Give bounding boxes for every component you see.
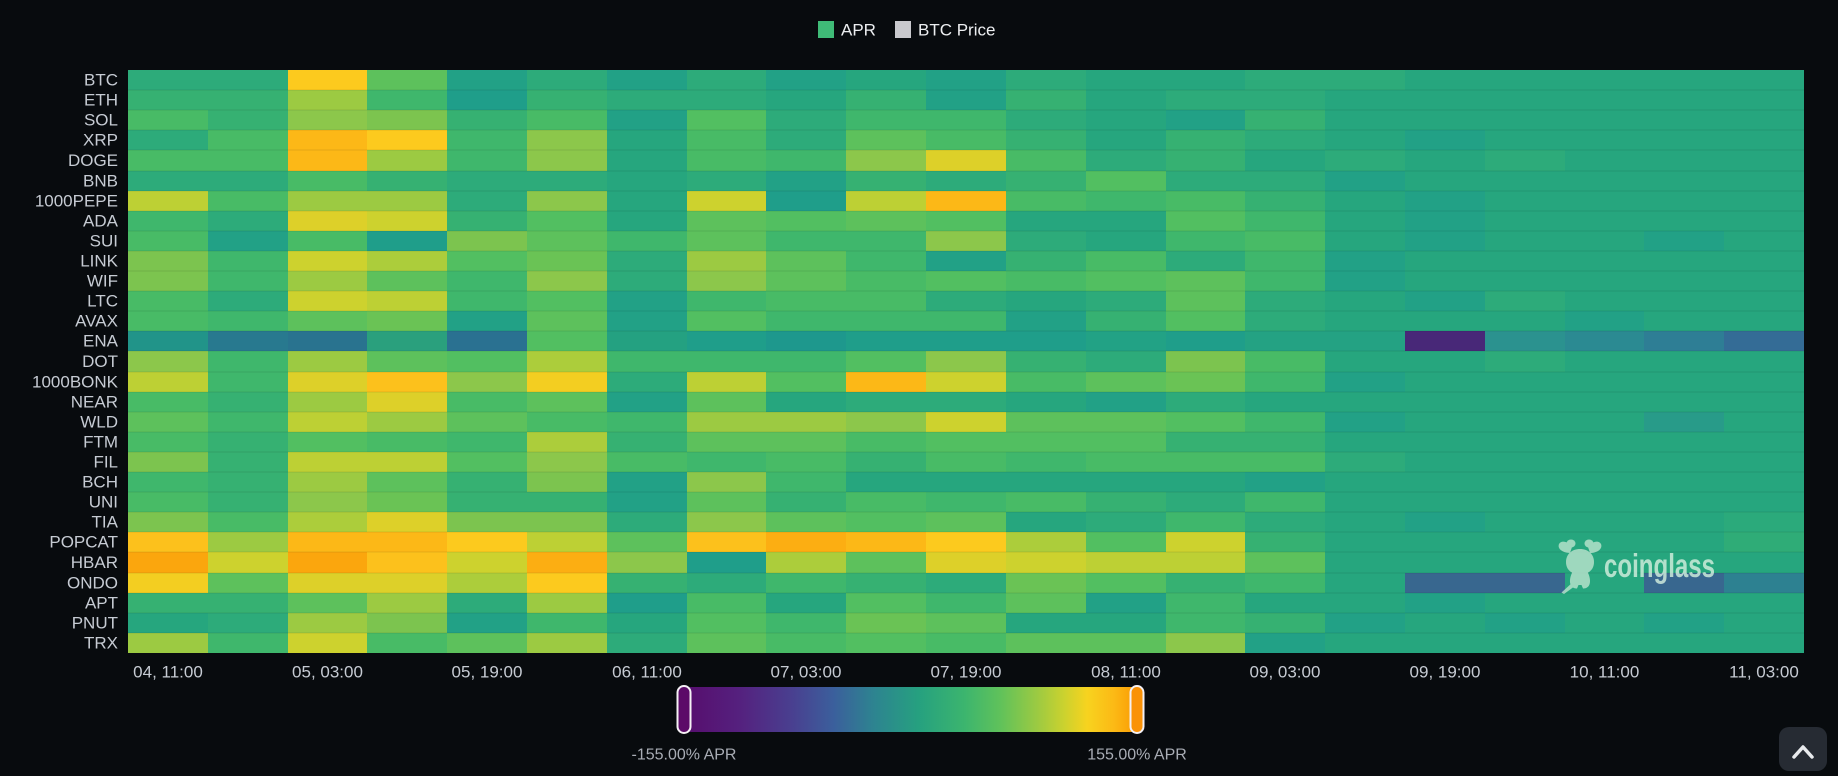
svg-text:-155.00% APR: -155.00% APR	[632, 747, 737, 764]
svg-text:coinglass: coinglass	[1604, 548, 1715, 585]
svg-text:ENA: ENA	[83, 332, 119, 351]
svg-text:WIF: WIF	[87, 272, 118, 291]
svg-text:08, 11:00: 08, 11:00	[1091, 663, 1161, 682]
svg-text:AVAX: AVAX	[75, 312, 118, 331]
svg-text:UNI: UNI	[89, 493, 118, 512]
svg-text:ONDO: ONDO	[67, 574, 118, 593]
svg-text:DOGE: DOGE	[68, 151, 118, 170]
svg-text:LTC: LTC	[87, 292, 118, 311]
svg-text:05, 19:00: 05, 19:00	[452, 663, 523, 682]
svg-text:XRP: XRP	[83, 131, 118, 150]
svg-text:FIL: FIL	[93, 453, 118, 472]
svg-text:BCH: BCH	[82, 473, 118, 492]
svg-text:FTM: FTM	[83, 433, 118, 452]
svg-text:07, 03:00: 07, 03:00	[771, 663, 842, 682]
svg-text:TRX: TRX	[84, 634, 118, 653]
svg-text:ETH: ETH	[84, 91, 118, 110]
svg-text:05, 03:00: 05, 03:00	[292, 663, 363, 682]
svg-text:APR: APR	[841, 21, 876, 40]
svg-text:09, 19:00: 09, 19:00	[1410, 663, 1481, 682]
svg-text:BTC: BTC	[84, 71, 118, 90]
svg-text:POPCAT: POPCAT	[49, 533, 118, 552]
svg-text:WLD: WLD	[80, 413, 118, 432]
svg-text:155.00% APR: 155.00% APR	[1087, 747, 1187, 764]
svg-text:SUI: SUI	[90, 232, 118, 251]
svg-text:09, 03:00: 09, 03:00	[1250, 663, 1321, 682]
svg-text:TIA: TIA	[92, 513, 119, 532]
svg-text:04, 11:00: 04, 11:00	[133, 663, 203, 682]
svg-text:LINK: LINK	[80, 252, 118, 271]
svg-text:NEAR: NEAR	[71, 393, 118, 412]
svg-text:ADA: ADA	[83, 212, 119, 231]
svg-text:10, 11:00: 10, 11:00	[1570, 663, 1640, 682]
svg-text:BNB: BNB	[83, 172, 118, 191]
svg-text:11, 03:00: 11, 03:00	[1729, 663, 1799, 682]
svg-text:07, 19:00: 07, 19:00	[931, 663, 1002, 682]
svg-text:SOL: SOL	[84, 111, 118, 130]
svg-text:1000PEPE: 1000PEPE	[35, 192, 118, 211]
svg-text:HBAR: HBAR	[71, 553, 118, 572]
svg-text:DOT: DOT	[82, 352, 118, 371]
svg-text:1000BONK: 1000BONK	[32, 373, 119, 392]
svg-text:06, 11:00: 06, 11:00	[612, 663, 682, 682]
svg-text:BTC Price: BTC Price	[918, 21, 995, 40]
svg-text:APT: APT	[85, 594, 118, 613]
svg-text:PNUT: PNUT	[72, 614, 118, 633]
